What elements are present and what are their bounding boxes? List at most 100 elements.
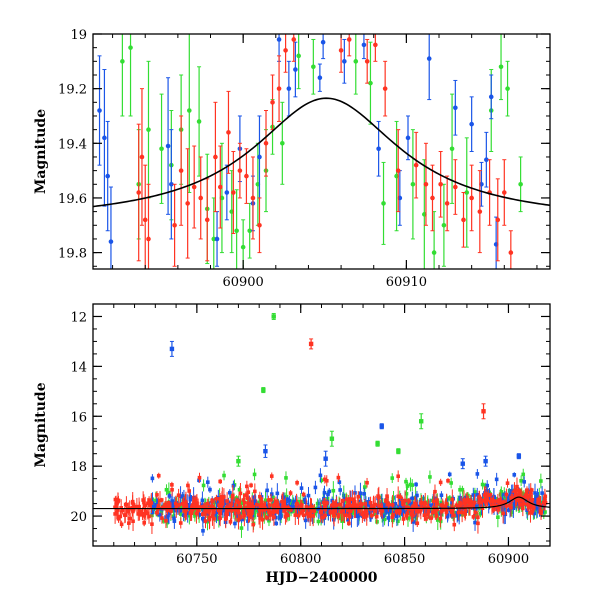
marker bbox=[397, 509, 402, 513]
marker bbox=[247, 501, 251, 506]
marker bbox=[164, 487, 169, 492]
marker bbox=[260, 504, 265, 509]
marker bbox=[256, 505, 260, 510]
data-point bbox=[508, 230, 514, 269]
marker bbox=[178, 521, 183, 525]
marker bbox=[160, 516, 164, 520]
marker bbox=[518, 181, 523, 187]
marker bbox=[471, 515, 476, 519]
marker bbox=[142, 217, 148, 223]
y-tick-label: 20 bbox=[70, 510, 87, 525]
data-point bbox=[295, 479, 299, 486]
marker bbox=[331, 488, 336, 493]
marker bbox=[344, 513, 349, 518]
marker bbox=[540, 506, 544, 511]
data-point bbox=[373, 34, 378, 62]
marker bbox=[150, 476, 155, 481]
marker bbox=[253, 508, 258, 513]
marker bbox=[410, 181, 416, 187]
model-curve bbox=[93, 97, 550, 208]
marker bbox=[215, 499, 219, 504]
marker bbox=[169, 181, 174, 187]
marker bbox=[342, 505, 346, 510]
data-point bbox=[126, 502, 130, 521]
plot-area bbox=[93, 312, 550, 538]
data-point bbox=[344, 510, 349, 520]
data-point bbox=[194, 495, 198, 503]
bottom-panel-full: 60750 60800 60850 60900 12 14 16 18 20 Magnitude H… bbox=[33, 303, 551, 586]
marker bbox=[203, 509, 208, 514]
data-point bbox=[178, 486, 183, 506]
marker bbox=[284, 476, 288, 480]
marker bbox=[246, 507, 250, 512]
data-point bbox=[491, 506, 495, 514]
marker bbox=[487, 496, 492, 501]
marker bbox=[522, 480, 527, 484]
data-point bbox=[438, 509, 443, 528]
data-point bbox=[444, 503, 449, 516]
marker bbox=[379, 508, 383, 512]
data-point bbox=[447, 495, 451, 501]
marker bbox=[320, 39, 326, 45]
data-point bbox=[206, 476, 210, 488]
marker bbox=[423, 181, 429, 187]
marker bbox=[328, 510, 333, 514]
marker bbox=[449, 507, 453, 511]
marker bbox=[188, 497, 193, 502]
marker bbox=[459, 502, 463, 506]
data-point bbox=[235, 497, 239, 504]
marker bbox=[216, 508, 221, 513]
data-point bbox=[433, 484, 437, 499]
marker bbox=[340, 519, 345, 523]
marker bbox=[303, 500, 308, 505]
data-point bbox=[176, 488, 181, 502]
data-point bbox=[283, 497, 288, 517]
marker bbox=[362, 492, 366, 496]
data-point bbox=[229, 500, 234, 522]
marker bbox=[449, 510, 454, 514]
data-point bbox=[115, 497, 120, 505]
y-tick-label: 19.4 bbox=[58, 137, 87, 152]
data-point bbox=[122, 506, 127, 524]
data-point bbox=[189, 503, 194, 522]
data-point bbox=[257, 115, 262, 199]
marker bbox=[118, 514, 123, 519]
marker bbox=[294, 502, 299, 507]
marker bbox=[475, 472, 480, 476]
marker bbox=[373, 42, 378, 48]
marker bbox=[302, 497, 307, 502]
marker bbox=[509, 495, 513, 500]
marker bbox=[148, 503, 152, 508]
data-point bbox=[276, 34, 282, 62]
data-point bbox=[356, 491, 361, 503]
marker bbox=[119, 505, 123, 510]
marker bbox=[476, 521, 480, 526]
marker bbox=[480, 506, 485, 511]
data-point bbox=[186, 481, 190, 490]
marker bbox=[241, 509, 246, 514]
marker bbox=[242, 513, 247, 518]
marker bbox=[336, 514, 341, 519]
marker bbox=[156, 473, 161, 478]
outlier-point bbox=[379, 423, 384, 430]
marker bbox=[115, 499, 120, 503]
marker bbox=[470, 503, 474, 508]
marker bbox=[272, 515, 276, 520]
data-point bbox=[116, 514, 121, 523]
marker bbox=[334, 503, 339, 507]
data-point bbox=[241, 503, 246, 520]
data-point bbox=[245, 480, 249, 492]
marker bbox=[197, 512, 202, 517]
marker bbox=[178, 168, 184, 173]
data-point bbox=[424, 516, 428, 522]
marker bbox=[167, 490, 171, 495]
marker bbox=[460, 512, 465, 517]
data-point bbox=[334, 496, 339, 515]
marker bbox=[231, 190, 236, 195]
marker bbox=[439, 493, 444, 498]
data-point bbox=[401, 512, 406, 526]
data-point bbox=[480, 479, 485, 490]
marker bbox=[293, 499, 298, 504]
marker bbox=[245, 484, 249, 489]
